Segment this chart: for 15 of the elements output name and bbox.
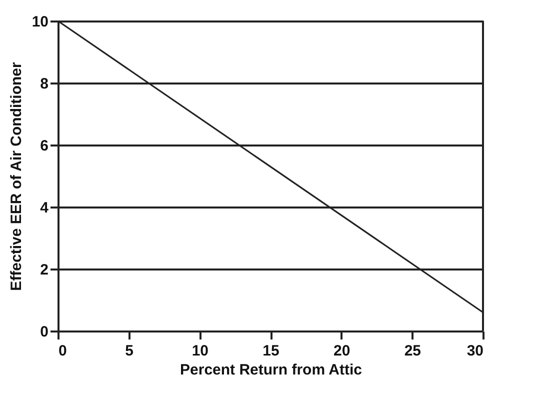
x-axis-title: Percent Return from Attic [180,362,362,378]
y-axis-title: Effective EER of Air Conditioner [8,62,25,291]
y-tick-label: 10 [32,14,48,30]
y-tick-label: 6 [40,138,48,154]
x-tick-label: 30 [466,342,484,360]
x-tick-label: 20 [333,342,350,360]
x-tick-label: 5 [125,342,134,360]
x-tick-label: 25 [404,342,422,360]
y-tick-label: 8 [40,76,48,92]
x-tick-label: 15 [262,342,280,360]
y-tick-label: 2 [40,262,48,278]
x-tick-label: 0 [58,342,67,360]
y-tick-label: 4 [40,200,50,216]
y-tick-label: 0 [40,324,48,340]
x-tick-label: 10 [192,342,209,360]
